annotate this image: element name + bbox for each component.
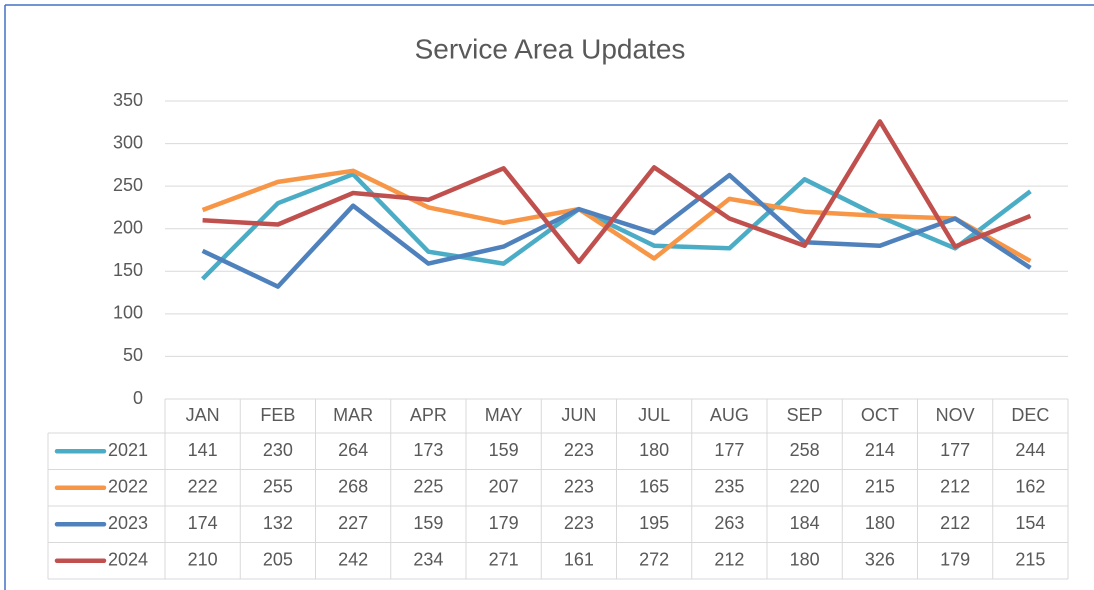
x-tick-label: SEP (787, 405, 823, 425)
table-value: 225 (413, 477, 443, 497)
table-value: 180 (865, 513, 895, 533)
table-value: 180 (790, 550, 820, 570)
y-tick-label: 50 (123, 345, 143, 365)
table-value: 227 (338, 513, 368, 533)
table-value: 244 (1015, 440, 1045, 460)
series-line (201, 172, 1032, 289)
y-tick-label: 350 (113, 90, 143, 110)
table-value: 159 (489, 440, 519, 460)
x-tick-label: JUL (638, 405, 670, 425)
table-value: 154 (1015, 513, 1045, 533)
table-value: 173 (413, 440, 443, 460)
table-value: 271 (489, 550, 519, 570)
table-value: 212 (714, 550, 744, 570)
table-value: 177 (940, 440, 970, 460)
x-tick-label: MAR (333, 405, 373, 425)
table-value: 159 (413, 513, 443, 533)
x-tick-label: FEB (260, 405, 295, 425)
table-value: 162 (1015, 477, 1045, 497)
table-value: 132 (263, 513, 293, 533)
table-value: 212 (940, 477, 970, 497)
table-value: 177 (714, 440, 744, 460)
table-value: 184 (790, 513, 820, 533)
x-tick-label: JUN (561, 405, 596, 425)
table-value: 234 (413, 550, 443, 570)
x-tick-label: OCT (861, 405, 899, 425)
table-value: 179 (940, 550, 970, 570)
legend-label: 2022 (108, 477, 148, 497)
table-value: 214 (865, 440, 895, 460)
table-value: 223 (564, 477, 594, 497)
table-value: 268 (338, 477, 368, 497)
y-tick-label: 250 (113, 175, 143, 195)
y-tick-label: 300 (113, 132, 143, 152)
table-value: 179 (489, 513, 519, 533)
table-value: 210 (188, 550, 218, 570)
table-value: 215 (865, 477, 895, 497)
chart-title: Service Area Updates (415, 33, 686, 64)
y-tick-label: 200 (113, 217, 143, 237)
x-tick-label: AUG (710, 405, 749, 425)
table-value: 195 (639, 513, 669, 533)
table-value: 205 (263, 550, 293, 570)
series-line (201, 171, 1032, 281)
table-value: 264 (338, 440, 368, 460)
legend-label: 2021 (108, 440, 148, 460)
table-value: 223 (564, 440, 594, 460)
x-tick-label: DEC (1011, 405, 1049, 425)
table-value: 207 (489, 477, 519, 497)
table-value: 222 (188, 477, 218, 497)
table-value: 180 (639, 440, 669, 460)
table-value: 223 (564, 513, 594, 533)
x-tick-label: APR (410, 405, 447, 425)
legend-label: 2023 (108, 513, 148, 533)
table-value: 165 (639, 477, 669, 497)
table-value: 272 (639, 550, 669, 570)
table-value: 235 (714, 477, 744, 497)
table-value: 174 (188, 513, 218, 533)
table-value: 326 (865, 550, 895, 570)
table-value: 220 (790, 477, 820, 497)
y-tick-label: 0 (133, 388, 143, 408)
series-line (201, 168, 1032, 264)
table-value: 258 (790, 440, 820, 460)
table-value: 263 (714, 513, 744, 533)
table-value: 215 (1015, 550, 1045, 570)
x-tick-label: NOV (936, 405, 975, 425)
table-value: 242 (338, 550, 368, 570)
y-tick-label: 150 (113, 260, 143, 280)
table-value: 255 (263, 477, 293, 497)
x-tick-label: MAY (485, 405, 523, 425)
series-line (202, 119, 1032, 265)
table-value: 230 (263, 440, 293, 460)
table-value: 141 (188, 440, 218, 460)
legend-label: 2024 (108, 550, 148, 570)
table-value: 161 (564, 550, 594, 570)
table-value: 212 (940, 513, 970, 533)
x-tick-label: JAN (186, 405, 220, 425)
y-tick-label: 100 (113, 303, 143, 323)
